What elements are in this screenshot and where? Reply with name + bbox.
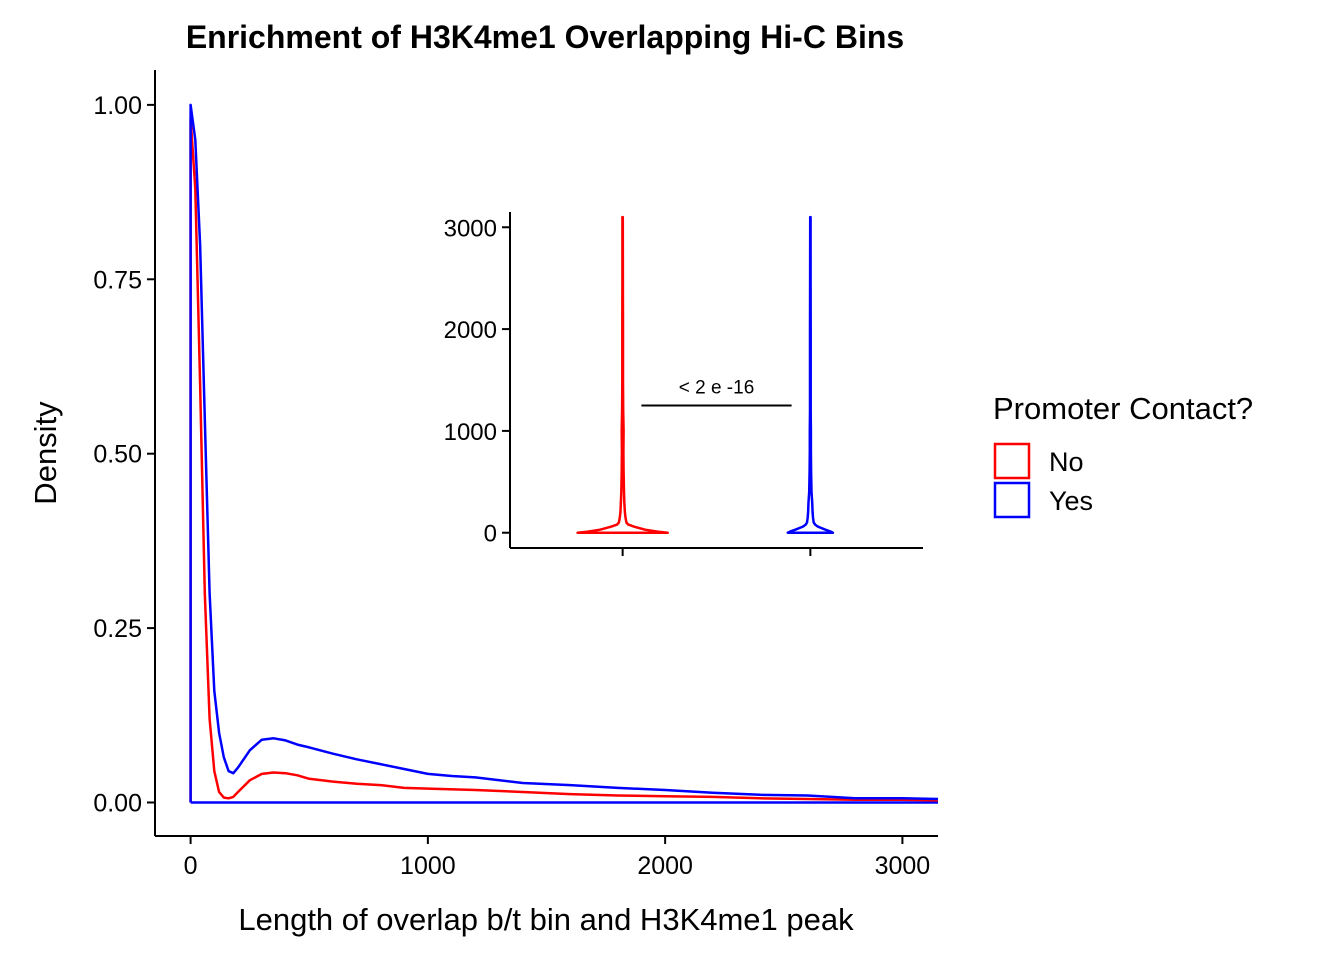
violins xyxy=(576,215,835,534)
x-tick-label: 2000 xyxy=(637,852,693,880)
density-line-yes xyxy=(189,103,939,803)
legend-items: No Yes xyxy=(993,442,1093,519)
legend-label-yes: Yes xyxy=(1049,486,1093,516)
y-tick-label: 1.00 xyxy=(93,92,142,120)
violin-yes xyxy=(786,215,835,534)
significance-label: < 2 e -16 xyxy=(679,377,755,398)
x-tick-label: 1000 xyxy=(400,852,456,880)
x-axis-title: Length of overlap b/t bin and H3K4me1 pe… xyxy=(238,902,854,937)
x-tick-label: 3000 xyxy=(875,852,931,880)
chart-title: Enrichment of H3K4me1 Overlapping Hi-C B… xyxy=(186,19,904,55)
legend-title: Promoter Contact? xyxy=(993,391,1253,426)
density-line-no xyxy=(189,117,939,803)
x-tick-label: 0 xyxy=(184,852,198,880)
legend-key-yes xyxy=(993,481,1031,519)
y-tick-label: 0.50 xyxy=(93,441,142,469)
y-tick-label: 0.00 xyxy=(93,790,142,818)
legend-label-no: No xyxy=(1049,447,1084,477)
main-plot: 0.00 0.25 0.50 0.75 1.00 0 1000 2000 3000 xyxy=(93,70,939,880)
y-axis-title: Density xyxy=(28,401,63,505)
y-tick-label: 0.75 xyxy=(93,266,142,294)
y-tick-label: 0.25 xyxy=(93,615,142,643)
violin-no xyxy=(576,215,669,534)
main-y-ticks: 0.00 0.25 0.50 0.75 1.00 xyxy=(93,92,155,818)
inset-y-tick-label: 0 xyxy=(484,521,497,548)
inset-y-tick-label: 1000 xyxy=(444,419,497,446)
density-lines xyxy=(189,103,939,804)
legend: Promoter Contact? No Yes xyxy=(993,391,1253,519)
inset-y-ticks: 0 1000 2000 3000 xyxy=(444,215,510,548)
legend-key-no xyxy=(993,442,1031,480)
inset-x-ticks xyxy=(621,548,812,556)
inset-y-tick-label: 3000 xyxy=(444,215,497,242)
main-x-ticks: 0 1000 2000 3000 xyxy=(184,836,931,880)
inset-y-tick-label: 2000 xyxy=(444,317,497,344)
inset-violin-plot: 0 1000 2000 3000 < 2 e -16 xyxy=(444,212,923,556)
